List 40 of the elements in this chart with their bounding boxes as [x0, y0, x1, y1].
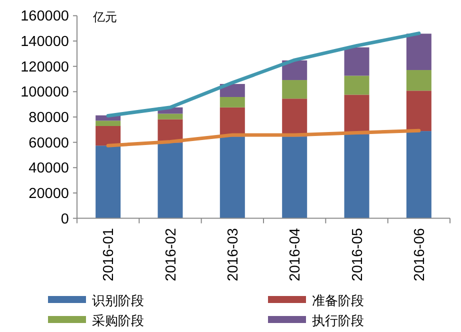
bar: [282, 80, 308, 99]
bar: [344, 94, 370, 134]
bar: [406, 90, 432, 132]
x-tick-label: 2016-01: [101, 228, 118, 282]
y-tick-label: 160000: [20, 8, 69, 25]
y-tick-label: 140000: [20, 34, 69, 50]
line-series: [106, 32, 421, 118]
bar: [282, 60, 308, 80]
bar: [220, 96, 245, 108]
bar: [406, 34, 432, 70]
y-tick-label: 0: [60, 211, 69, 228]
y-tick-label: 40000: [28, 160, 69, 177]
bar: [344, 47, 370, 76]
bar: [158, 142, 183, 218]
legend-label: 采购阶段: [92, 313, 144, 328]
y-tick-label: 100000: [20, 84, 69, 101]
x-tick-label: 2016-02: [163, 228, 180, 282]
x-tick-label: 2016-06: [412, 228, 428, 282]
y-tick-label: 20000: [28, 186, 69, 202]
bar: [158, 114, 183, 120]
bar: [406, 131, 432, 218]
bar: [282, 136, 308, 218]
bar: [344, 76, 370, 95]
bar: [96, 120, 121, 126]
legend-label: 识别阶段: [92, 293, 144, 308]
legend-label: 准备阶段: [312, 293, 364, 308]
x-tick-label: 2016-05: [350, 228, 366, 282]
bar: [406, 70, 432, 91]
x-tick-label: 2016-04: [288, 228, 304, 282]
bar: [220, 136, 245, 218]
y-axis-title: 亿元: [92, 10, 117, 24]
y-tick-label: 80000: [28, 110, 69, 126]
y-tick-label: 60000: [28, 135, 69, 152]
bar: [96, 146, 121, 218]
bar: [344, 134, 370, 218]
x-tick-label: 2016-03: [225, 228, 242, 282]
bar: [96, 126, 121, 146]
line-series: [106, 128, 421, 148]
legend-label: 执行阶段: [312, 313, 364, 328]
y-tick-label: 120000: [20, 59, 69, 76]
